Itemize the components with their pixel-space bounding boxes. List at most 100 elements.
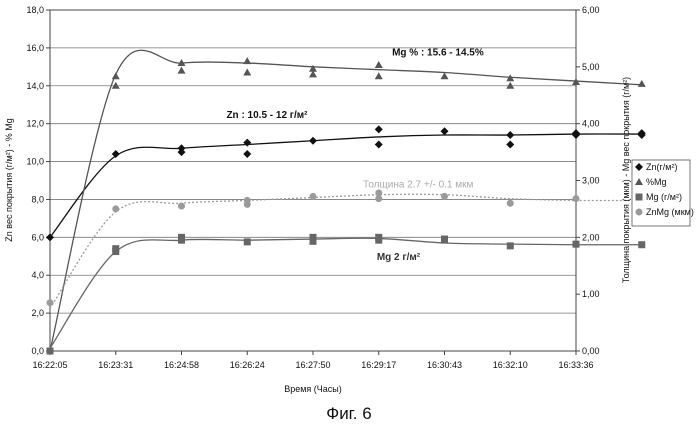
data-point-square bbox=[46, 347, 54, 355]
data-point-square bbox=[309, 237, 317, 245]
annotation-label: Mg % : 15.6 - 14.5% bbox=[392, 47, 484, 58]
data-point-diamond bbox=[374, 125, 383, 134]
data-point-square bbox=[112, 248, 120, 256]
series-fit-line-2 bbox=[49, 237, 642, 349]
y-right-tick-label: 5,00 bbox=[582, 62, 600, 72]
data-point-diamond bbox=[177, 144, 186, 153]
annotation-label: Mg 2 г/м² bbox=[377, 252, 421, 263]
annotations: Mg % : 15.6 - 14.5% Zn : 10.5 - 12 г/м² То… bbox=[226, 47, 483, 263]
data-point-triangle bbox=[572, 77, 580, 85]
data-point-circle bbox=[375, 195, 383, 203]
data-point-square bbox=[572, 240, 580, 248]
legend-label: ZnMg (мкм) bbox=[646, 207, 694, 217]
data-point-triangle bbox=[635, 178, 643, 185]
x-tick-label: 16:29:17 bbox=[361, 360, 396, 370]
y-left-tick-label: 16,0 bbox=[26, 43, 44, 53]
y-right-tick-label: 3,00 bbox=[582, 176, 600, 186]
y-axis-right-title: Толщина покрытия (мкм) - Mg вес покрытия… bbox=[621, 77, 631, 283]
data-point-diamond bbox=[111, 149, 120, 158]
x-axis-title: Время (Часы) bbox=[284, 384, 342, 394]
data-point-square bbox=[309, 233, 317, 241]
y-right-tick-label: 2,00 bbox=[582, 232, 600, 242]
fit-curves bbox=[49, 49, 642, 352]
y-left-tick-label: 4,0 bbox=[31, 270, 44, 280]
y-left-tick-label: 8,0 bbox=[31, 194, 44, 204]
legend-frame bbox=[631, 159, 691, 227]
data-point-triangle bbox=[309, 64, 317, 72]
data-point-triangle bbox=[440, 72, 449, 80]
data-point-diamond bbox=[243, 149, 252, 158]
y-right-tick-label: 0,00 bbox=[582, 346, 600, 356]
data-point-diamond bbox=[506, 131, 515, 140]
y-left-tick-label: 2,0 bbox=[31, 308, 44, 318]
tick-labels: 0,0 2,0 4,0 6,0 8,0 10,0 12,0 14,0 16,0 18,0 0,00 1… bbox=[26, 5, 599, 370]
legend-label: %Mg bbox=[646, 177, 667, 187]
annotation-label: Толщина 2.7 +/- 0.1 мкм bbox=[363, 179, 474, 190]
data-point-circle bbox=[112, 205, 120, 213]
data-point-triangle bbox=[243, 68, 252, 76]
annotation-label: Zn : 10.5 - 12 г/м² bbox=[226, 110, 308, 121]
data-point-triangle bbox=[309, 70, 317, 78]
data-point-circle bbox=[572, 195, 580, 203]
data-points bbox=[46, 57, 646, 355]
data-point-square bbox=[638, 241, 646, 249]
legend: Zn(г/м²) %Mg Mg (г/м²) ZnMg (мкм) bbox=[631, 159, 694, 227]
gridlines bbox=[46, 9, 580, 355]
data-point-triangle bbox=[177, 59, 186, 67]
y-left-tick-label: 18,0 bbox=[26, 5, 44, 15]
data-point-triangle bbox=[177, 66, 186, 74]
legend-label: Mg (г/м²) bbox=[646, 192, 682, 202]
y-left-tick-label: 12,0 bbox=[26, 119, 44, 129]
series-fit-line-3 bbox=[49, 193, 642, 309]
data-point-diamond bbox=[440, 127, 449, 136]
legend-label: Zn(г/м²) bbox=[646, 162, 677, 172]
data-point-circle bbox=[309, 192, 317, 200]
data-point-triangle bbox=[111, 81, 120, 89]
data-point-triangle bbox=[243, 57, 252, 65]
data-point-circle bbox=[178, 202, 185, 210]
data-point-diamond bbox=[572, 131, 580, 140]
y-right-tick-label: 1,00 bbox=[582, 289, 600, 299]
data-point-circle bbox=[375, 189, 383, 197]
data-point-triangle bbox=[374, 60, 383, 68]
y-right-tick-label: 4,00 bbox=[582, 119, 600, 129]
y-left-tick-label: 10,0 bbox=[26, 157, 44, 167]
data-point-triangle bbox=[637, 79, 646, 87]
data-point-square bbox=[178, 233, 185, 241]
x-tick-label: 16:30:43 bbox=[427, 360, 462, 370]
data-point-square bbox=[635, 193, 643, 201]
data-point-square bbox=[375, 236, 383, 244]
data-point-diamond bbox=[46, 233, 54, 242]
data-point-triangle bbox=[506, 81, 515, 89]
data-point-circle bbox=[635, 208, 643, 216]
data-point-square bbox=[441, 235, 448, 243]
x-tick-label: 16:23:31 bbox=[98, 360, 133, 370]
data-point-triangle bbox=[506, 74, 515, 82]
data-point-diamond bbox=[506, 140, 515, 149]
x-tick-label: 16:22:05 bbox=[32, 360, 67, 370]
data-point-circle bbox=[506, 199, 514, 207]
data-point-circle bbox=[243, 200, 251, 208]
data-point-triangle bbox=[111, 72, 120, 80]
plot-area-frame bbox=[49, 9, 577, 352]
data-point-circle bbox=[441, 192, 448, 200]
x-tick-label: 16:27:50 bbox=[295, 360, 330, 370]
y-left-tick-label: 6,0 bbox=[31, 232, 44, 242]
y-left-tick-label: 14,0 bbox=[26, 81, 44, 91]
y-axis-left-title: Zn вес покрытия (г/м²) - % Mg bbox=[4, 118, 14, 241]
data-point-square bbox=[506, 242, 514, 250]
data-point-square bbox=[243, 238, 251, 246]
x-tick-label: 16:32:10 bbox=[493, 360, 528, 370]
figure-caption: Фиг. 6 bbox=[326, 404, 372, 423]
data-point-triangle bbox=[374, 72, 383, 80]
data-point-circle bbox=[46, 299, 54, 307]
data-point-diamond bbox=[635, 163, 643, 171]
chart: 0,0 2,0 4,0 6,0 8,0 10,0 12,0 14,0 16,0 18,0 0,00 1… bbox=[4, 5, 694, 394]
y-right-tick-label: 6,00 bbox=[582, 5, 600, 15]
series-fit-line-0 bbox=[49, 133, 642, 238]
x-tick-label: 16:26:24 bbox=[230, 360, 265, 370]
x-tick-label: 16:24:58 bbox=[164, 360, 199, 370]
data-point-diamond bbox=[243, 138, 252, 147]
data-point-diamond bbox=[374, 140, 383, 149]
x-tick-label: 16:33:36 bbox=[558, 360, 593, 370]
